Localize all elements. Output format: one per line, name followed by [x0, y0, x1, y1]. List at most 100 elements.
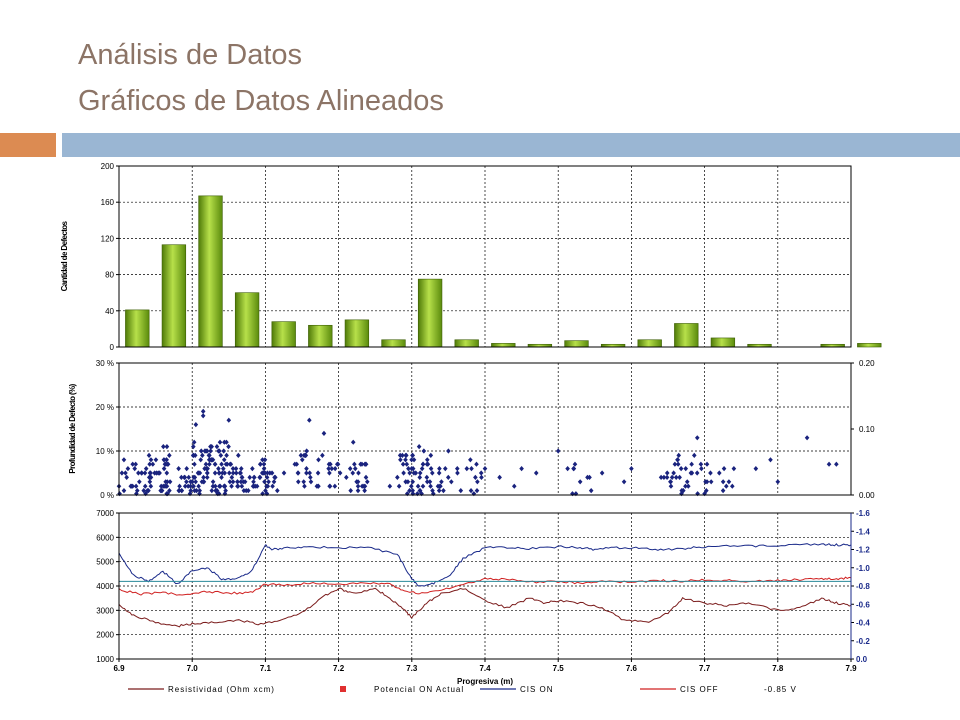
scatter-point [206, 457, 212, 463]
legend-label: Resistividad (Ohm xcm) [168, 685, 275, 694]
scatter-point [454, 466, 460, 472]
scatter-point [347, 466, 353, 472]
scatter-point [404, 452, 409, 458]
accent-bar-orange [0, 133, 56, 157]
scatter-point [698, 461, 704, 467]
bar [564, 340, 589, 348]
scatter-point [424, 461, 430, 467]
scatter-point [233, 470, 239, 476]
scatter-point [238, 479, 244, 485]
scatter-point [404, 461, 410, 467]
scatter-point [281, 470, 287, 476]
scatter-point [257, 461, 263, 467]
scatter-point [212, 461, 218, 467]
scatter-point [200, 452, 205, 458]
scatter-point [344, 474, 349, 480]
scatter-point [133, 483, 139, 489]
y-tick-label: 160 [101, 198, 115, 207]
scatter-point [196, 483, 201, 489]
scatter-point [167, 488, 172, 494]
scatter-point [159, 488, 164, 494]
scatter-point [428, 466, 434, 472]
scatter-point [683, 466, 689, 472]
bar [417, 278, 443, 348]
scatter-point [468, 457, 473, 463]
series-line [118, 587, 852, 628]
scatter-point [329, 466, 335, 472]
scatter-point [254, 483, 260, 489]
scatter-point [437, 483, 443, 489]
scatter-point [511, 483, 517, 489]
scatter-point [337, 470, 343, 476]
x-tick-label: 6.9 [113, 664, 125, 673]
scatter-point [458, 488, 464, 494]
scatter-point [153, 457, 159, 463]
scatter-point [359, 461, 365, 467]
scatter-point [664, 474, 670, 480]
scatter-point [194, 488, 199, 494]
legend-label: CIS OFF [680, 685, 719, 694]
scatter-point [210, 479, 216, 485]
y2-tick-label: 0.00 [859, 491, 875, 500]
scatter-point [221, 457, 227, 463]
scatter-point [565, 466, 570, 472]
scatter-point [775, 479, 781, 485]
scatter-point [220, 470, 225, 476]
scatter-point [475, 479, 480, 485]
scatter-point [304, 466, 309, 472]
scatter-point [469, 466, 474, 472]
scatter-point [212, 470, 218, 476]
scatter-point [684, 479, 690, 485]
scatter-points [116, 408, 839, 497]
scatter-point [195, 470, 201, 476]
scatter-point [130, 461, 135, 467]
scatter-point [424, 474, 430, 480]
scatter-point [298, 452, 304, 458]
scatter-point [264, 483, 269, 489]
scatter-point [191, 439, 197, 445]
scatter-point [327, 470, 332, 476]
scatter-point [191, 452, 196, 458]
scatter-point [179, 488, 184, 494]
scatter-point [320, 452, 325, 458]
scatter-point [442, 466, 448, 472]
scatter-point [226, 470, 232, 476]
scatter-point [251, 479, 256, 485]
scatter-point [205, 470, 210, 476]
scatter-point [214, 488, 219, 494]
scatter-point [446, 448, 451, 454]
scatter-point [302, 483, 307, 489]
scatter-point [230, 470, 236, 476]
scatter-point [585, 474, 590, 480]
scatter-point [420, 461, 426, 467]
scatter-point [708, 470, 713, 476]
scatter-point [222, 439, 227, 445]
scatter-point [721, 466, 727, 472]
scatter-point [415, 483, 421, 489]
scatter-point [332, 466, 338, 472]
scatter-point [703, 479, 708, 485]
scatter-point [208, 444, 213, 450]
scatter-point [121, 457, 127, 463]
scatter-point [428, 452, 434, 458]
scatter-point [425, 457, 430, 463]
scatter-point [210, 483, 216, 489]
scatter-point [449, 479, 454, 485]
scatter-point [326, 466, 331, 472]
scatter-point [420, 483, 426, 489]
scatter-point [355, 483, 361, 489]
scatter-point [307, 417, 312, 423]
scatter-point [167, 479, 173, 485]
scatter-point [198, 457, 204, 463]
y-tick-label: 0 % [100, 491, 114, 500]
grid-lines [191, 363, 779, 495]
scatter-point [474, 461, 479, 467]
scatter-point [218, 452, 224, 458]
scatter-point [676, 452, 682, 458]
scatter-point [356, 470, 361, 476]
x-tick-label: 7.7 [699, 664, 711, 673]
scatter-point [327, 483, 332, 489]
series-line [118, 543, 852, 587]
scatter-point [230, 479, 236, 485]
scatter-point [233, 466, 239, 472]
